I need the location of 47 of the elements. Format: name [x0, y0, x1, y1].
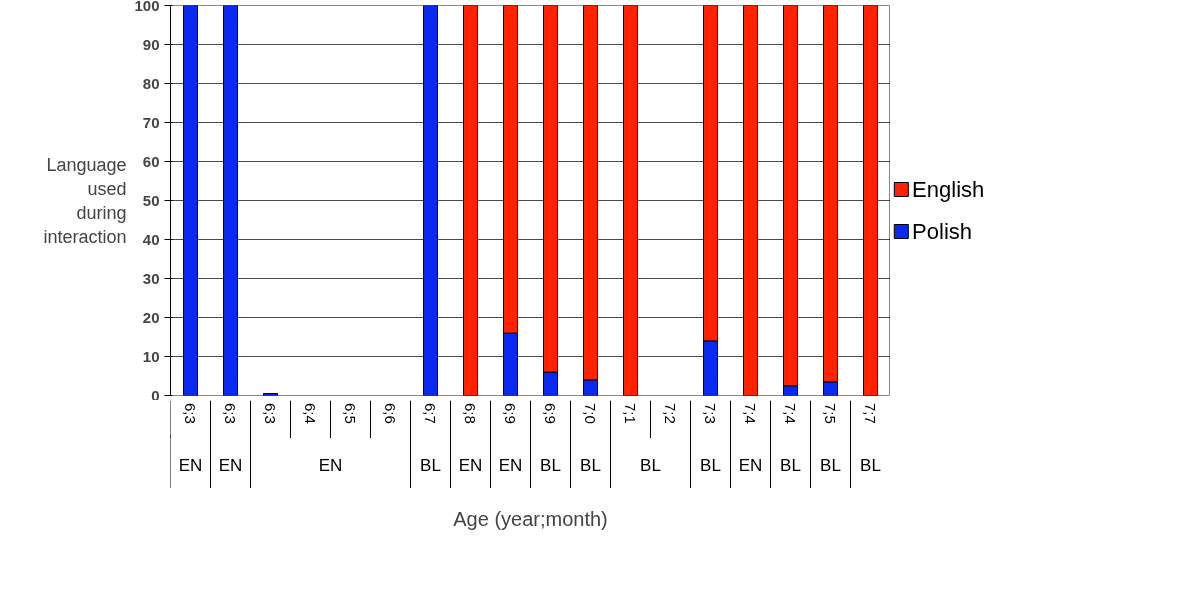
x-tick-label: 6;4 — [302, 403, 319, 424]
text: EN — [738, 456, 763, 475]
x-tick-label: 7;5 — [822, 403, 839, 424]
y-tick-label: 30 — [142, 269, 160, 287]
text: BL — [860, 456, 881, 475]
text: BL — [780, 456, 801, 475]
legend-label: English — [912, 177, 985, 202]
y-tick-label: 80 — [142, 74, 160, 92]
x-tick-label: 6;3 — [262, 403, 279, 424]
x-tick-label: 7;3 — [702, 403, 719, 424]
x-tick-label: 7;4 — [782, 403, 799, 424]
text: BL — [540, 456, 561, 475]
x-tick-label: 6;7 — [422, 403, 439, 424]
y-tick-label: 0 — [151, 386, 160, 404]
x-tick-label: 6;8 — [462, 403, 479, 424]
text: BL — [820, 456, 841, 475]
y-tick-label: 10 — [142, 347, 160, 365]
text: BL — [580, 456, 601, 475]
x-tick-label: 7;4 — [742, 403, 759, 424]
y-tick-label: 40 — [142, 230, 160, 248]
y-tick-label: 50 — [142, 191, 160, 209]
text: EN — [458, 456, 483, 475]
x-tick-label: 6;5 — [342, 403, 359, 424]
text: BL — [420, 456, 441, 475]
x-tick-label: 6;3 — [182, 403, 199, 424]
y-tick-label: 20 — [142, 308, 160, 326]
y-tick-label: 90 — [142, 35, 160, 53]
text: BL — [700, 456, 721, 475]
text: EN — [178, 456, 203, 475]
x-tick-label: 7;1 — [622, 403, 639, 424]
text: BL — [640, 456, 661, 475]
x-tick-label: 6;6 — [382, 403, 399, 424]
x-axis-title: Age (year;month) — [453, 507, 608, 530]
x-tick-label: 6;9 — [542, 403, 559, 424]
x-tick-label: 6;3 — [222, 403, 239, 424]
x-tick-label: 7;2 — [662, 403, 679, 424]
text: EN — [218, 456, 243, 475]
text: EN — [318, 456, 343, 475]
y-axis-title: Language used during interaction — [43, 154, 127, 247]
x-tick-label: 7;0 — [582, 403, 599, 424]
y-tick-label: 70 — [142, 113, 160, 131]
x-tick-label: 6;9 — [502, 403, 519, 424]
y-tick-label: 60 — [142, 152, 160, 170]
x-tick-label: 7;7 — [862, 403, 879, 424]
y-tick-label: 100 — [134, 0, 160, 14]
text: EN — [498, 456, 523, 475]
legend-label: Polish — [912, 219, 973, 244]
